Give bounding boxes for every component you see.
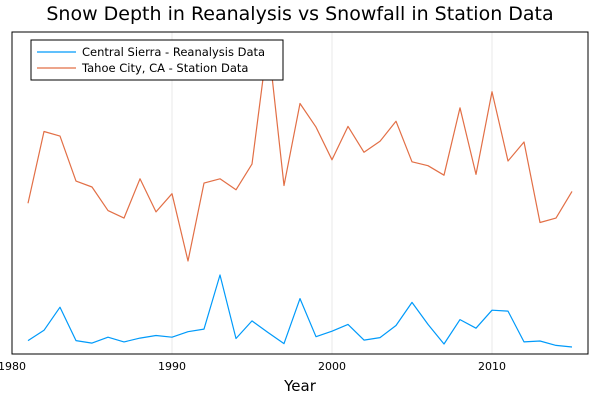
x-tick-labels: 1980 1990 2000 2010 xyxy=(0,360,506,373)
legend-box xyxy=(30,39,284,81)
legend-label: Tahoe City, CA - Station Data xyxy=(81,61,248,75)
series-line-0 xyxy=(27,274,573,348)
x-tick-label: 2000 xyxy=(318,360,346,373)
series-layer xyxy=(27,39,573,348)
x-tick-label: 1980 xyxy=(0,360,26,373)
legend-label: Central Sierra - Reanalysis Data xyxy=(82,45,265,59)
legend: Central Sierra - Reanalysis Data Tahoe Ci… xyxy=(30,39,284,81)
series-line-1 xyxy=(27,39,573,262)
x-axis-label: Year xyxy=(283,377,317,395)
chart-title: Snow Depth in Reanalysis vs Snowfall in … xyxy=(46,3,553,25)
x-tick-label: 2010 xyxy=(478,360,506,373)
plot-frame xyxy=(11,31,589,355)
x-tick-label: 1990 xyxy=(158,360,186,373)
